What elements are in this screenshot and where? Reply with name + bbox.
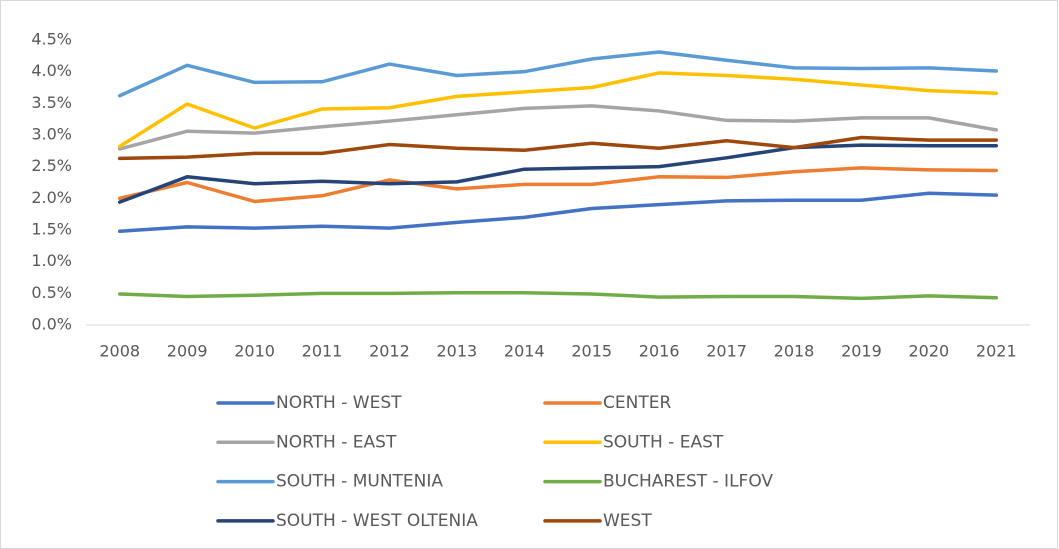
y-tick-label: 0.5% bbox=[31, 283, 72, 302]
x-tick-label: 2021 bbox=[976, 342, 1017, 361]
legend-label: BUCHAREST - ILFOV bbox=[603, 472, 773, 492]
y-tick-label: 2.0% bbox=[31, 188, 72, 207]
y-tick-label: 4.5% bbox=[31, 30, 72, 49]
x-tick-label: 2015 bbox=[571, 342, 612, 361]
series-line bbox=[117, 290, 999, 301]
legend-label: SOUTH - EAST bbox=[603, 432, 724, 452]
y-tick-label: 4.0% bbox=[31, 61, 72, 80]
y-tick-label: 1.0% bbox=[31, 251, 72, 270]
x-tick-label: 2012 bbox=[369, 342, 410, 361]
x-tick-label: 2014 bbox=[504, 342, 545, 361]
series-line bbox=[117, 166, 999, 204]
y-tick-label: 2.5% bbox=[31, 156, 72, 175]
legend-label: WEST bbox=[603, 511, 652, 531]
x-tick-label: 2020 bbox=[908, 342, 949, 361]
x-tick-label: 2018 bbox=[774, 342, 815, 361]
x-tick-label: 2019 bbox=[841, 342, 882, 361]
y-tick-label: 3.0% bbox=[31, 125, 72, 144]
series-line bbox=[117, 135, 999, 161]
series-line bbox=[117, 104, 999, 151]
x-tick-label: 2009 bbox=[167, 342, 208, 361]
x-tick-label: 2017 bbox=[706, 342, 747, 361]
y-tick-label: 0.0% bbox=[31, 315, 72, 334]
legend-label: SOUTH - MUNTENIA bbox=[276, 472, 443, 492]
series-line bbox=[117, 143, 999, 204]
y-tick-label: 1.5% bbox=[31, 220, 72, 239]
x-tick-label: 2008 bbox=[99, 342, 140, 361]
x-tick-label: 2011 bbox=[302, 342, 343, 361]
x-tick-label: 2013 bbox=[436, 342, 477, 361]
series-line bbox=[117, 191, 999, 234]
legend-label: NORTH - EAST bbox=[276, 432, 397, 452]
legend-label: CENTER bbox=[603, 393, 671, 413]
legend-label: NORTH - WEST bbox=[276, 393, 402, 413]
y-tick-label: 3.5% bbox=[31, 93, 72, 112]
x-tick-label: 2010 bbox=[234, 342, 275, 361]
x-tick-label: 2016 bbox=[639, 342, 680, 361]
series-line bbox=[117, 71, 999, 149]
series-line bbox=[117, 50, 999, 98]
legend-label: SOUTH - WEST OLTENIA bbox=[276, 511, 478, 531]
